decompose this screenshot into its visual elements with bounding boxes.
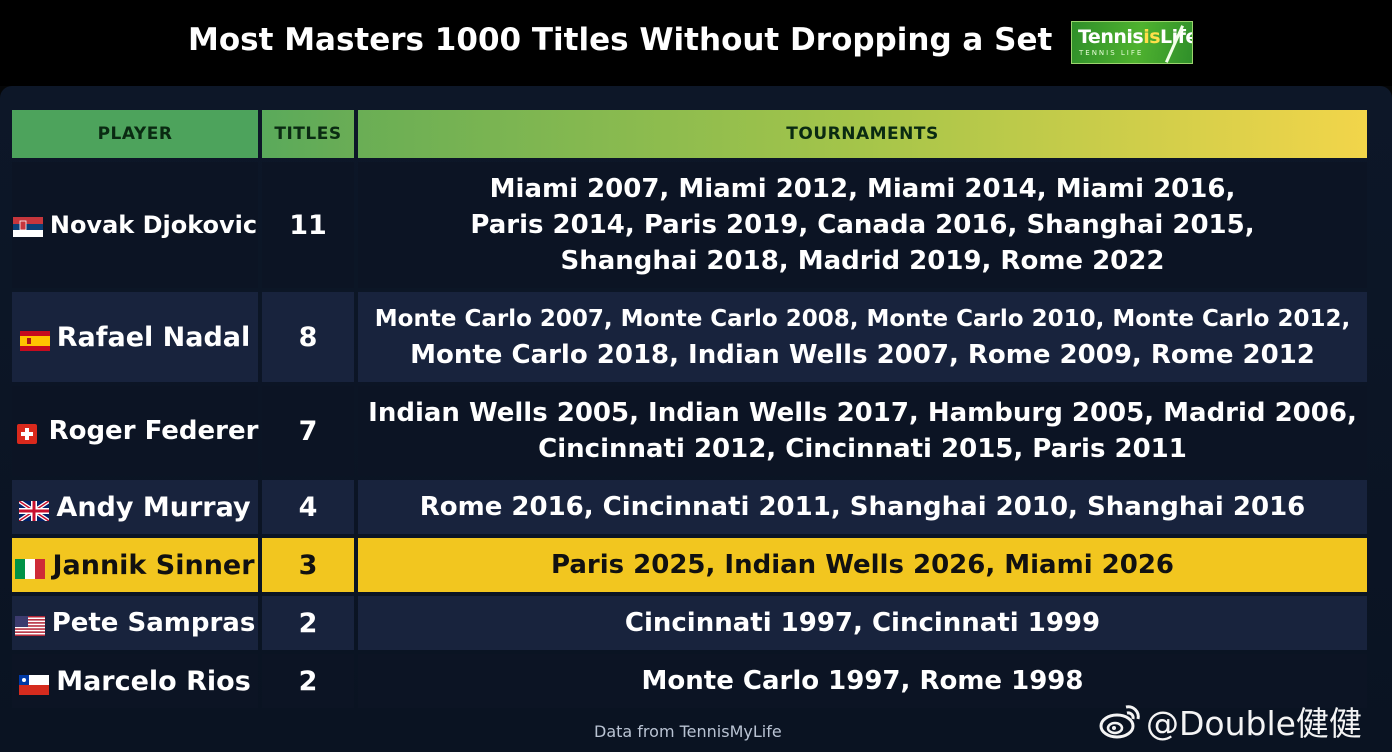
tournaments-line: Monte Carlo 2007, Monte Carlo 2008, Mont…: [374, 306, 1351, 332]
data-source-note: Data from TennisMyLife: [594, 722, 782, 741]
table-row: Jannik Sinner 3 Paris 2025, Indian Wells 2…: [12, 538, 1367, 592]
tournaments-cell: Monte Carlo 2007, Monte Carlo 2008, Mont…: [358, 292, 1367, 382]
column-header-tournaments: TOURNAMENTS: [358, 110, 1367, 158]
tournaments-cell: Cincinnati 1997, Cincinnati 1999: [358, 596, 1367, 650]
column-header-player: PLAYER: [12, 110, 258, 158]
player-cell: Novak Djokovic: [12, 162, 258, 288]
table-row: Roger Federer 7 Indian Wells 2005, Indian …: [12, 386, 1367, 476]
titles-count: 3: [262, 538, 354, 592]
tournaments-line: Monte Carlo 2018, Indian Wells 2007, Rom…: [410, 340, 1315, 370]
table-row: Rafael Nadal 8 Monte Carlo 2007, Monte Car…: [12, 292, 1367, 382]
uk-flag-icon: [18, 497, 51, 523]
tournaments-line: Rome 2016, Cincinnati 2011, Shanghai 201…: [419, 492, 1306, 522]
player-cell: Pete Sampras: [12, 596, 258, 650]
player-name: Novak Djokovic: [49, 211, 258, 239]
tournaments-line: Paris 2014, Paris 2019, Canada 2016, Sha…: [470, 210, 1255, 240]
player-name: Rafael Nadal: [56, 321, 251, 353]
weibo-icon: [1099, 705, 1140, 739]
tournaments-cell: Rome 2016, Cincinnati 2011, Shanghai 201…: [358, 480, 1367, 534]
player-cell: Rafael Nadal: [12, 292, 258, 382]
titles-count: 8: [262, 292, 354, 382]
tournaments-cell: Indian Wells 2005, Indian Wells 2017, Ha…: [358, 386, 1367, 476]
chile-flag-icon: [19, 671, 50, 695]
titles-count: 2: [262, 654, 354, 708]
tournaments-line: Indian Wells 2005, Indian Wells 2017, Ha…: [368, 398, 1357, 428]
tournaments-line: Monte Carlo 1997, Rome 1998: [641, 666, 1084, 696]
tournaments-cell: Paris 2025, Indian Wells 2026, Miami 202…: [358, 538, 1367, 592]
titles-count: 2: [262, 596, 354, 650]
page-title: Most Masters 1000 Titles Without Droppin…: [188, 22, 1053, 58]
tournaments-line: Paris 2025, Indian Wells 2026, Miami 202…: [550, 550, 1175, 580]
titles-count: 4: [262, 480, 354, 534]
tournaments-cell: Monte Carlo 1997, Rome 1998: [358, 654, 1367, 708]
usa-flag-icon: [14, 613, 45, 636]
italy-flag-icon: [15, 555, 46, 579]
logo-subtext: TENNIS LIFE: [1079, 49, 1144, 57]
header-bar: Most Masters 1000 Titles Without Droppin…: [0, 0, 1392, 86]
column-header-titles: TITLES: [262, 110, 354, 158]
player-cell: Jannik Sinner: [12, 538, 258, 592]
tournaments-line: Shanghai 2018, Madrid 2019, Rome 2022: [560, 246, 1165, 276]
player-name: Andy Murray: [56, 491, 251, 523]
player-name: Roger Federer: [48, 416, 259, 446]
logo-wordmark: TennisisLife: [1078, 26, 1192, 48]
player-name: Pete Sampras: [51, 608, 256, 638]
tournaments-cell: Miami 2007, Miami 2012, Miami 2014, Miam…: [358, 162, 1367, 288]
table-row: Andy Murray 4 Rome 2016, Cincinnati 2011, …: [12, 480, 1367, 534]
player-cell: Roger Federer: [12, 386, 258, 476]
weibo-watermark: @Double健健: [1098, 697, 1362, 745]
serbia-flag-icon: [12, 215, 43, 237]
spain-flag-icon: [19, 327, 50, 351]
player-name: Marcelo Rios: [56, 665, 251, 697]
tournaments-line: Miami 2007, Miami 2012, Miami 2014, Miam…: [489, 174, 1236, 204]
tennis-life-logo: TennisisLife TENNIS LIFE: [1071, 21, 1193, 64]
titles-count: 7: [262, 386, 354, 476]
player-cell: Marcelo Rios: [12, 654, 258, 708]
player-cell: Andy Murray: [12, 480, 258, 534]
tournaments-line: Cincinnati 1997, Cincinnati 1999: [624, 608, 1101, 638]
tournaments-line: Cincinnati 2012, Cincinnati 2015, Paris …: [538, 434, 1187, 464]
table-row: Pete Sampras 2 Cincinnati 1997, Cincinnati…: [12, 596, 1367, 650]
switzerland-flag-icon: [12, 421, 42, 444]
player-name: Jannik Sinner: [52, 549, 255, 581]
watermark-handle: @Double健健: [1146, 704, 1362, 743]
table-row: Marcelo Rios 2 Monte Carlo 1997, Rome 1998: [12, 654, 1367, 708]
table-row: Novak Djokovic 11 Miami 2007, Miami 2012, …: [12, 162, 1367, 288]
titles-count: 11: [262, 162, 354, 288]
